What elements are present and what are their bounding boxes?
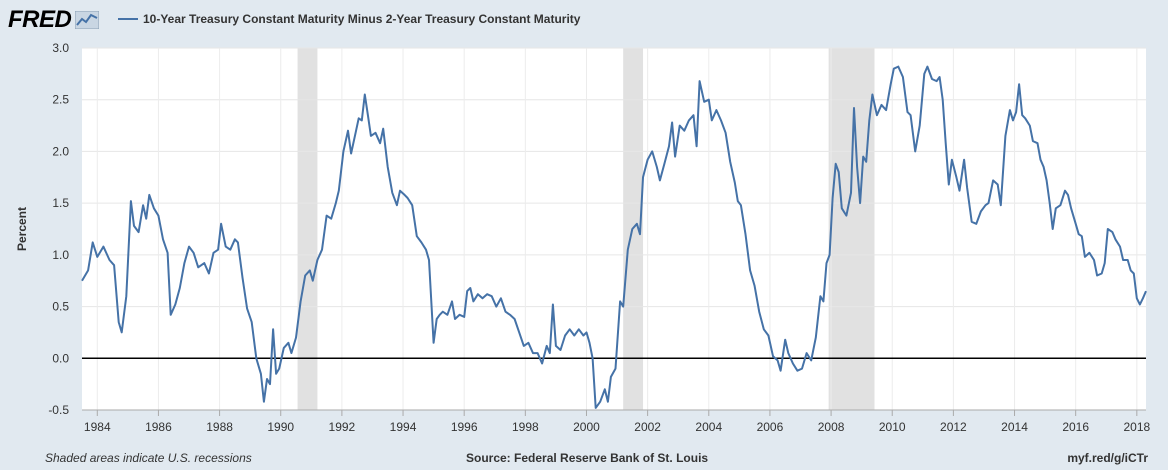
fred-logo-text: FRED <box>8 6 72 33</box>
x-tick-label: 2004 <box>695 420 722 434</box>
line-chart-icon <box>75 11 100 29</box>
x-tick-label: 2014 <box>1001 420 1028 434</box>
y-tick-label: 1.0 <box>52 248 69 262</box>
x-tick-label: 2016 <box>1062 420 1089 434</box>
y-tick-label: -0.5 <box>48 403 69 417</box>
legend-swatch <box>118 18 138 20</box>
y-axis-label: Percent <box>15 207 29 251</box>
source-text: Source: Federal Reserve Bank of St. Loui… <box>466 451 709 465</box>
chart-footer: Shaded areas indicate U.S. recessions So… <box>0 451 1168 467</box>
x-tick-label: 1992 <box>329 420 356 434</box>
x-tick-label: 1986 <box>145 420 172 434</box>
chart-header: FRED 10-Year Treasury Constant Maturity … <box>0 0 1168 40</box>
series-line <box>81 65 1147 409</box>
y-tick-label: 2.0 <box>52 144 69 158</box>
x-tick-label: 2018 <box>1123 420 1150 434</box>
fred-logo[interactable]: FRED <box>8 6 100 34</box>
y-tick-label: 0.5 <box>52 300 69 314</box>
y-tick-label: 1.5 <box>52 196 69 210</box>
x-tick-label: 1998 <box>512 420 539 434</box>
x-tick-label: 2000 <box>573 420 600 434</box>
y-tick-label: 3.0 <box>52 41 69 55</box>
plot-area <box>82 48 1146 410</box>
x-tick-label: 1996 <box>451 420 478 434</box>
x-tick-label: 2002 <box>634 420 661 434</box>
x-tick-label: 1984 <box>84 420 111 434</box>
short-link[interactable]: myf.red/g/iCTr <box>1067 451 1148 465</box>
recession-note: Shaded areas indicate U.S. recessions <box>45 451 252 465</box>
x-tick-label: 2006 <box>757 420 784 434</box>
recession-band <box>828 48 875 410</box>
legend-label: 10-Year Treasury Constant Maturity Minus… <box>143 12 581 26</box>
x-tick-label: 1990 <box>267 420 294 434</box>
recession-band <box>297 48 318 410</box>
legend: 10-Year Treasury Constant Maturity Minus… <box>118 12 580 26</box>
y-tick-label: 0.0 <box>52 351 69 365</box>
x-tick-label: 2012 <box>940 420 967 434</box>
x-tick-label: 2008 <box>818 420 845 434</box>
x-tick-label: 2010 <box>879 420 906 434</box>
line-chart: -0.5 0.0 0.5 1.0 1.5 2.0 2.5 3.0 1984 1986 1988 199… <box>15 41 1150 434</box>
x-tick-label: 1994 <box>390 420 417 434</box>
x-tick-label: 1988 <box>206 420 233 434</box>
y-tick-label: 2.5 <box>52 93 69 107</box>
